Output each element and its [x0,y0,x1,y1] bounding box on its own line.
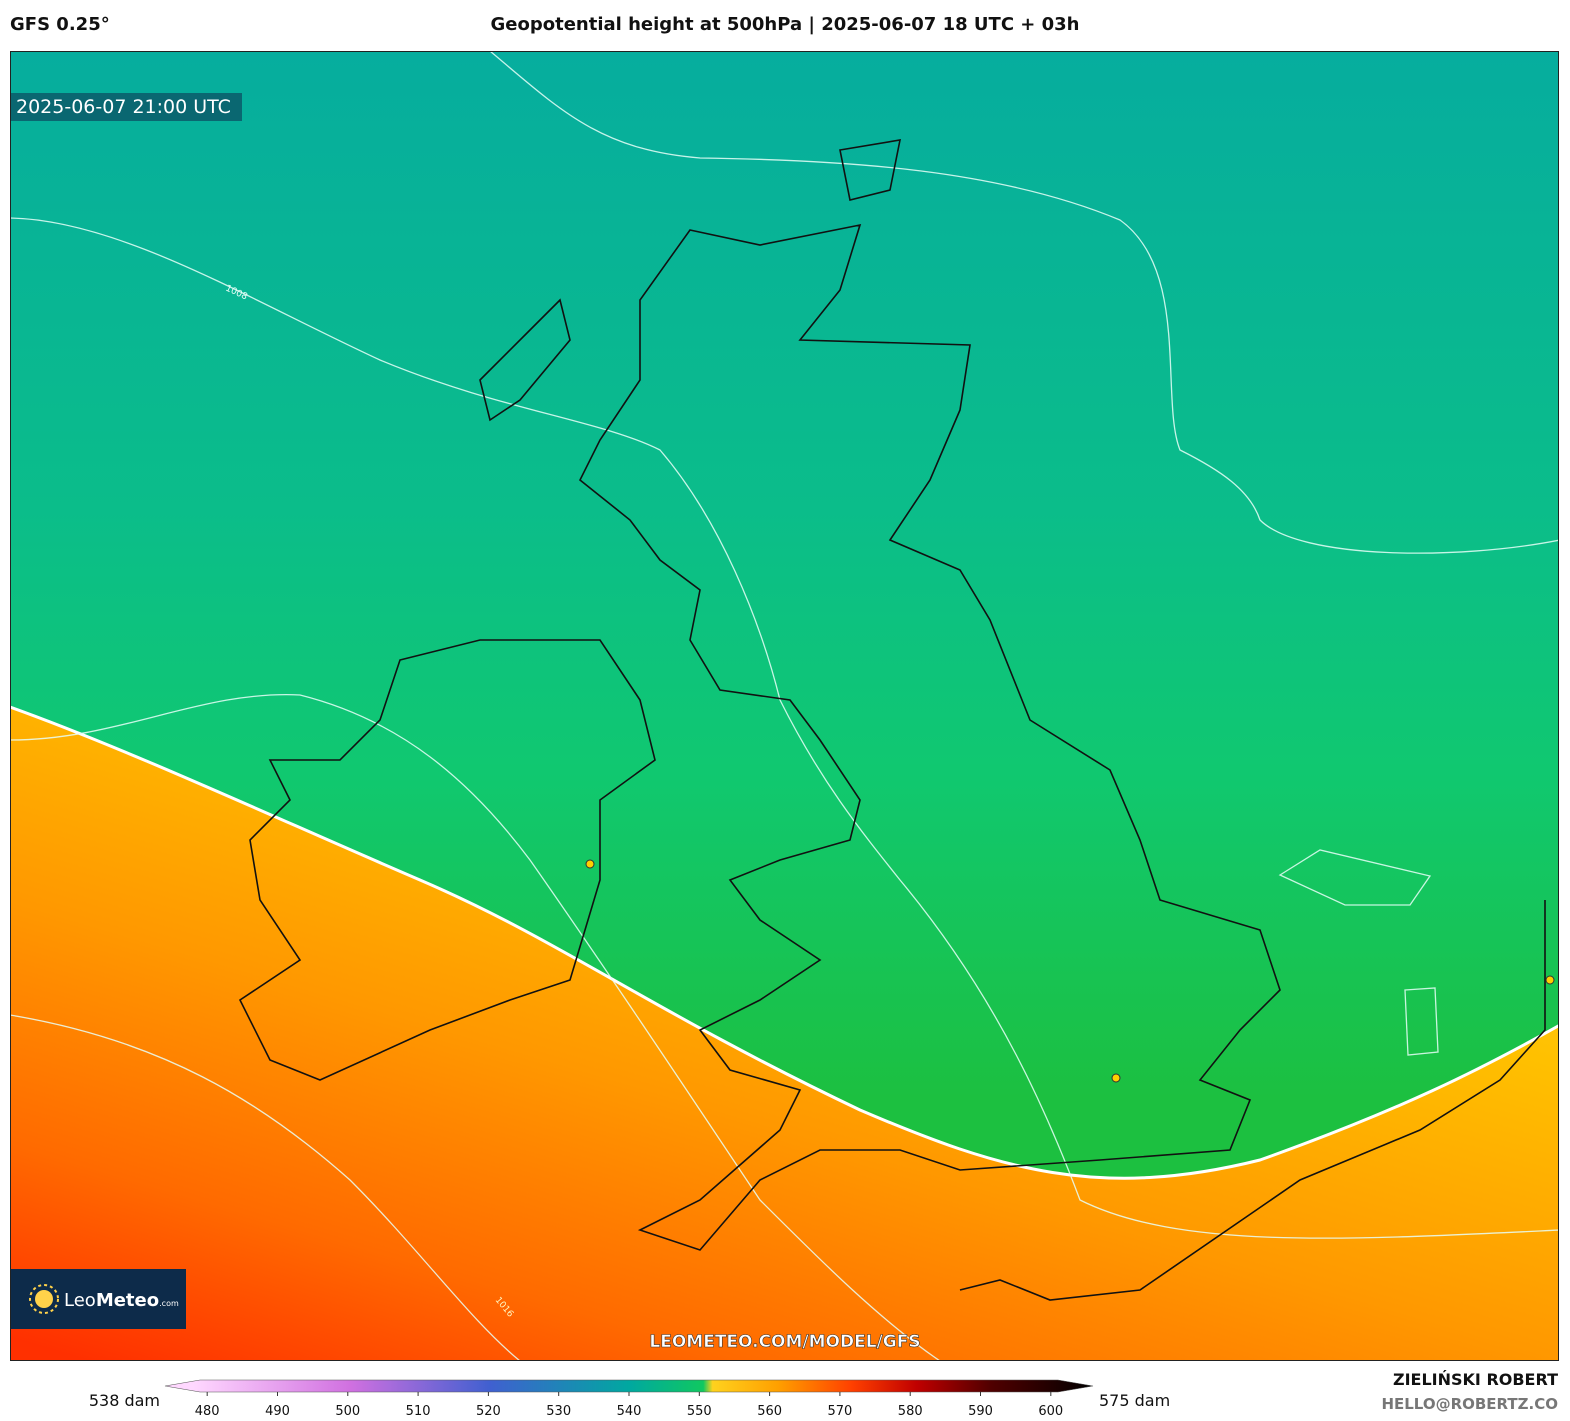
logo-sun [35,1290,53,1308]
colorbar: 538 dam 575 dam 480 490 500 510 520 530 540 550… [89,1379,1170,1419]
colorbar-tick-label: 580 [898,1404,923,1419]
city-marker [1545,975,1555,985]
logo-light: Leo [64,1290,96,1311]
city-marker [585,859,595,869]
isobars [10,51,1559,1360]
map-title: Geopotential height at 500hPa | 2025-06-… [490,14,1080,35]
logo-suffix: .com [159,1299,179,1308]
colorbar-tick-label: 570 [827,1404,852,1419]
colorbar-tick-label: 600 [1038,1404,1063,1419]
logo-bold: Meteo [96,1290,159,1311]
colorbar-tick-label: 560 [757,1404,782,1419]
contour-552 [10,705,1559,1180]
colorbar-tick-label: 500 [335,1404,360,1419]
coastlines [238,139,1546,1301]
colorbar-tick-label: 550 [687,1404,712,1419]
map-frame [10,51,1559,1361]
colorbar-ramp [164,1379,1094,1393]
colorbar-tick-label: 510 [406,1404,431,1419]
colorbar-tick-label: 490 [265,1404,290,1419]
map: 1008 1016 2025-06-07 21:00 UTC LeoMeteo.… [10,51,1559,1361]
colorbar-tick-label: 590 [968,1404,993,1419]
colorbar-tick-label: 530 [546,1404,571,1419]
logo-text: LeoMeteo.com [64,1290,179,1311]
logo-rays [29,1284,59,1314]
colorbar-tick-label: 480 [195,1404,220,1419]
model-label: GFS 0.25° [10,14,110,35]
watermark: LEOMETEO.COM/MODEL/GFS [649,1332,920,1352]
colorbar-tick-label: 520 [476,1404,501,1419]
email: HELLO@ROBERTZ.CO [1381,1395,1558,1413]
colorbar-max: 575 dam [1099,1391,1170,1410]
author: ZIELIŃSKI ROBERT [1392,1370,1558,1389]
colorbar-min: 538 dam [89,1391,160,1410]
time-box [10,93,242,121]
colorbar-tick-label: 540 [617,1404,642,1419]
valid-time: 2025-06-07 21:00 UTC [16,96,231,118]
city-marker [1111,1073,1121,1083]
